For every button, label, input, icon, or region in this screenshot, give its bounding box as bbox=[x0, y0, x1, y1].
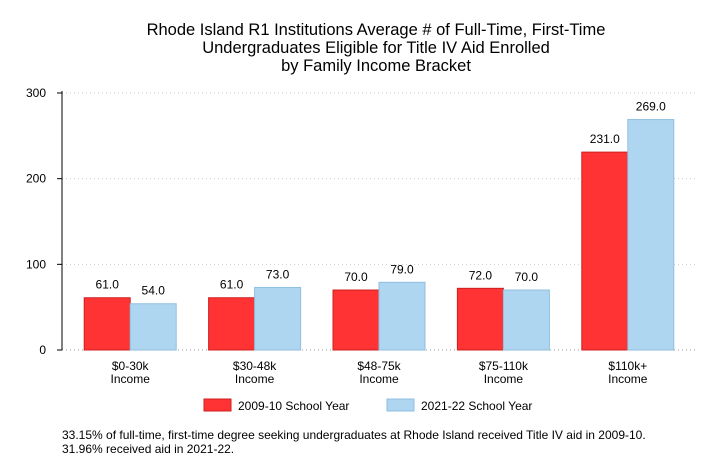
x-category-label: Income bbox=[111, 372, 151, 386]
y-tick-label: 200 bbox=[26, 172, 46, 186]
x-category-label: Income bbox=[608, 372, 648, 386]
legend-label-2021-22: 2021-22 School Year bbox=[421, 399, 532, 413]
bars bbox=[83, 119, 675, 351]
data-label: 231.0 bbox=[590, 132, 620, 146]
data-label: 269.0 bbox=[636, 100, 666, 114]
legend: 2009-10 School Year 2021-22 School Year bbox=[203, 398, 532, 413]
bar-2009-10-3 bbox=[456, 287, 504, 351]
legend-label-2009-10: 2009-10 School Year bbox=[238, 399, 349, 413]
chart-title-line-3: by Family Income Bracket bbox=[281, 57, 471, 75]
x-category-label: $75-110k bbox=[479, 359, 529, 373]
x-category-label: $48-75k bbox=[357, 359, 401, 373]
bar-2021-22-3 bbox=[502, 289, 550, 351]
chart-title-line-2: Undergraduates Eligible for Title IV Aid… bbox=[202, 39, 550, 57]
data-label: 70.0 bbox=[344, 270, 368, 284]
bar-2009-10-2 bbox=[332, 289, 380, 351]
x-category-label: $0-30k bbox=[112, 359, 150, 373]
chart-title: Rhode Island R1 Institutions Average # o… bbox=[147, 21, 606, 75]
bar-2009-10-4 bbox=[581, 151, 629, 351]
x-category-label: $30-48k bbox=[233, 359, 277, 373]
y-tick-label: 100 bbox=[26, 257, 46, 271]
bar-2009-10-0 bbox=[83, 297, 131, 351]
bar-2021-22-4 bbox=[627, 119, 675, 351]
x-category-label: Income bbox=[235, 372, 275, 386]
y-tick-label: 0 bbox=[39, 343, 46, 357]
x-category-label: $110k+ bbox=[608, 359, 647, 373]
chart-title-line-1: Rhode Island R1 Institutions Average # o… bbox=[147, 21, 606, 39]
data-label: 54.0 bbox=[142, 284, 166, 298]
bar-2021-22-0 bbox=[129, 303, 177, 351]
data-label: 73.0 bbox=[266, 267, 290, 281]
bar-2021-22-2 bbox=[378, 281, 426, 351]
legend-swatch-2009-10 bbox=[203, 398, 232, 412]
x-axis-categories: $0-30kIncome$30-48kIncome$48-75kIncome$7… bbox=[111, 359, 648, 386]
x-category-label: Income bbox=[359, 372, 399, 386]
y-tick-label: 300 bbox=[26, 86, 46, 100]
data-label: 61.0 bbox=[96, 278, 120, 292]
data-label: 72.0 bbox=[469, 268, 493, 282]
data-label: 79.0 bbox=[390, 262, 414, 276]
data-label: 70.0 bbox=[515, 270, 539, 284]
data-labels: 61.0 54.0 61.0 73.0 70.0 79.0 72.0 70.0 231.0 269… bbox=[96, 100, 667, 298]
x-category-label: Income bbox=[484, 372, 524, 386]
legend-swatch-2021-22 bbox=[386, 398, 415, 412]
y-axis: 0 100 200 300 bbox=[26, 86, 63, 357]
bar-2021-22-1 bbox=[254, 286, 302, 351]
footnote: 33.15% of full-time, first-time degree s… bbox=[62, 428, 646, 456]
bar-2009-10-1 bbox=[208, 297, 256, 351]
data-label: 61.0 bbox=[220, 278, 244, 292]
